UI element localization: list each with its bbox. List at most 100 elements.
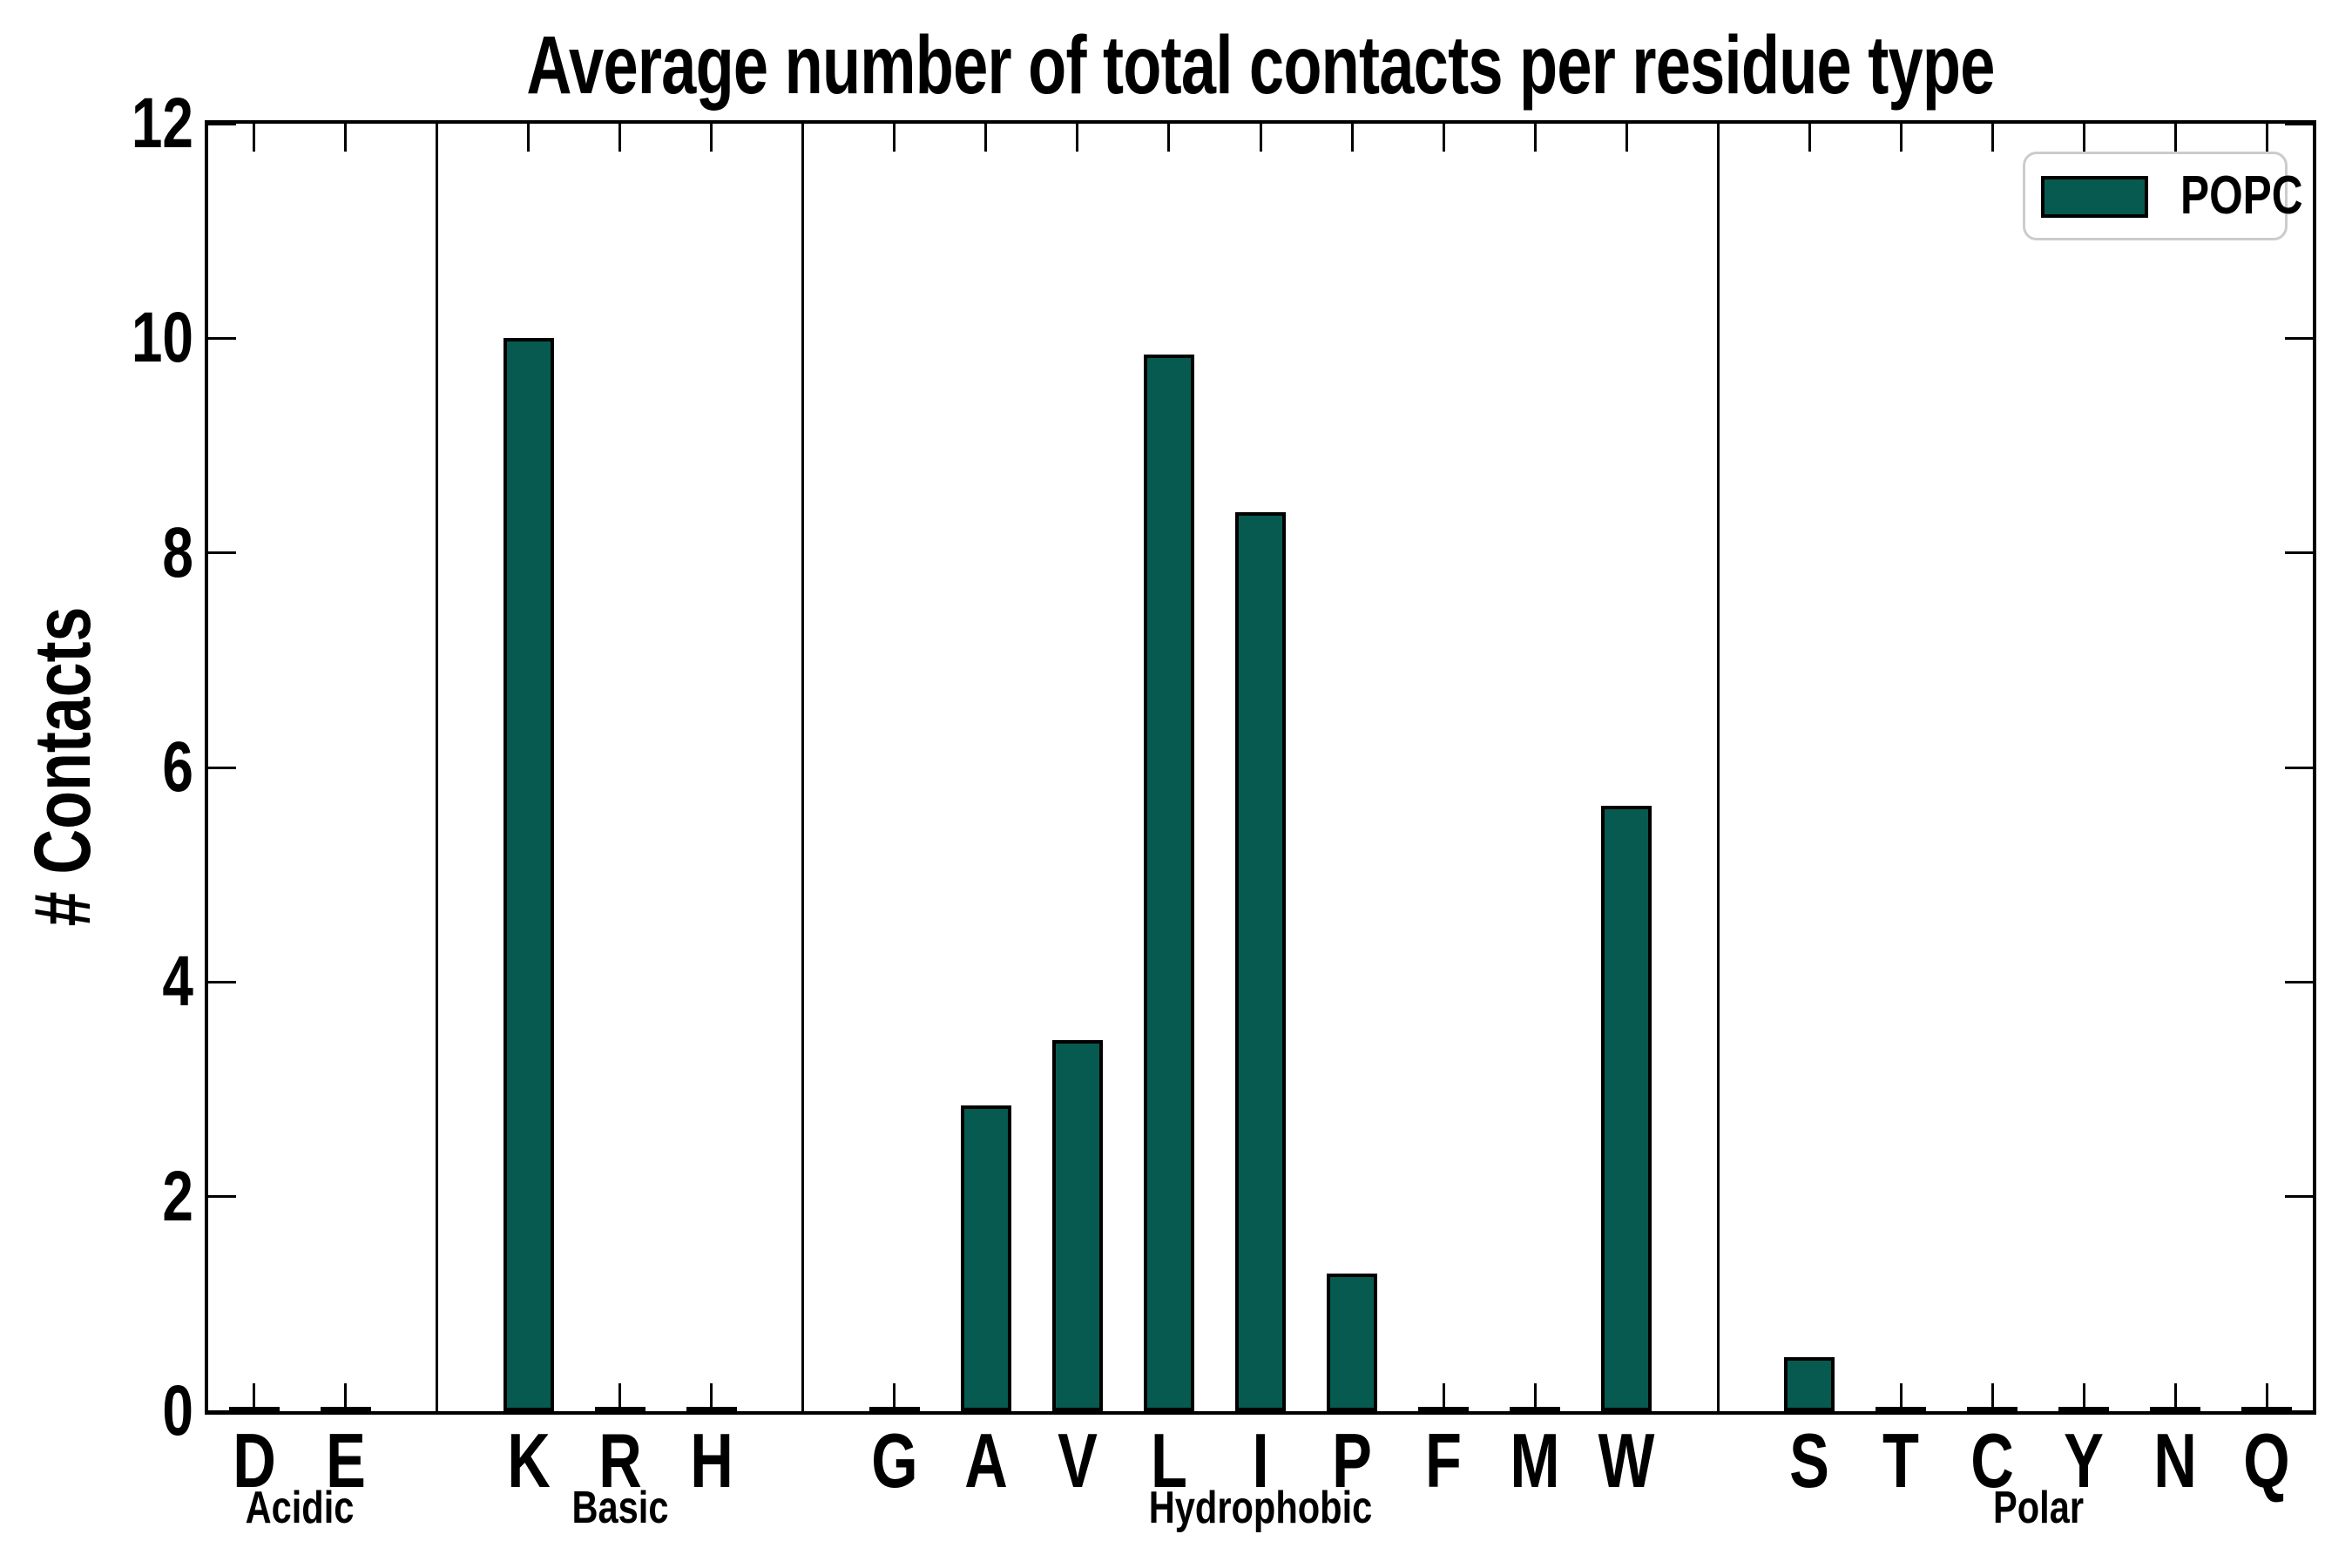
- legend-box: POPC: [2023, 152, 2303, 240]
- x-tick-V: [1076, 124, 1079, 152]
- y-tick-0: [208, 1409, 236, 1413]
- y-tick-10: [208, 336, 236, 340]
- bar-K: [503, 338, 554, 1411]
- x-tick-label-K: K: [506, 1417, 551, 1504]
- y-tick-label-8: 8: [162, 512, 193, 592]
- x-tick-H: [710, 1383, 713, 1411]
- x-tick-I: [1259, 124, 1262, 152]
- x-tick-label-N: N: [2153, 1417, 2198, 1504]
- x-tick-R: [618, 1383, 622, 1411]
- y-tick-4: [2285, 980, 2313, 983]
- group-separator: [436, 124, 439, 1411]
- x-tick-label-M: M: [1510, 1417, 1560, 1504]
- y-tick-12: [2285, 122, 2313, 125]
- x-tick-M: [1533, 124, 1537, 152]
- chart-title: Average number of total contacts per res…: [526, 19, 1995, 112]
- x-tick-label-E: E: [325, 1417, 366, 1504]
- x-tick-label-I: I: [1252, 1417, 1269, 1504]
- x-tick-G: [893, 1383, 896, 1411]
- legend-swatch-popc: [2041, 176, 2148, 218]
- x-tick-H: [710, 124, 713, 152]
- y-tick-label-6: 6: [162, 727, 193, 807]
- x-tick-label-H: H: [689, 1417, 733, 1504]
- y-tick-4: [208, 980, 236, 983]
- group-label-basic: Basic: [571, 1483, 669, 1533]
- x-tick-K: [527, 124, 531, 152]
- y-tick-8: [208, 551, 236, 555]
- bar-Q: [2241, 1407, 2293, 1411]
- bar-E: [320, 1407, 371, 1411]
- group-label-hydrophobic: Hydrophobic: [1148, 1483, 1373, 1533]
- x-tick-Q: [2265, 1383, 2268, 1411]
- x-tick-F: [1442, 1383, 1445, 1411]
- x-tick-label-C: C: [1970, 1417, 2015, 1504]
- group-label-polar: Polar: [1992, 1483, 2084, 1533]
- x-tick-N: [2173, 124, 2177, 152]
- x-tick-T: [1899, 1383, 1903, 1411]
- bar-M: [1510, 1407, 1561, 1411]
- y-tick-12: [208, 122, 236, 125]
- x-tick-D: [253, 124, 256, 152]
- x-tick-L: [1167, 124, 1171, 152]
- x-tick-Q: [2265, 124, 2268, 152]
- bar-F: [1418, 1407, 1470, 1411]
- bar-R: [594, 1407, 645, 1411]
- group-separator: [801, 124, 805, 1411]
- x-tick-label-W: W: [1598, 1417, 1655, 1504]
- x-tick-label-G: G: [871, 1417, 918, 1504]
- bar-H: [686, 1407, 737, 1411]
- bar-Y: [2058, 1407, 2110, 1411]
- x-tick-label-T: T: [1882, 1417, 1920, 1504]
- y-tick-label-10: 10: [131, 298, 193, 378]
- x-tick-S: [1808, 124, 1811, 152]
- x-tick-D: [253, 1383, 256, 1411]
- y-tick-6: [208, 766, 236, 769]
- x-tick-E: [344, 1383, 348, 1411]
- x-tick-C: [1990, 1383, 1994, 1411]
- x-tick-N: [2173, 1383, 2177, 1411]
- x-tick-label-A: A: [964, 1417, 1008, 1504]
- x-tick-label-L: L: [1150, 1417, 1187, 1504]
- y-tick-8: [2285, 551, 2313, 555]
- x-tick-A: [984, 124, 988, 152]
- bar-I: [1235, 512, 1286, 1411]
- y-tick-2: [208, 1195, 236, 1199]
- group-separator: [1716, 124, 1720, 1411]
- y-tick-label-12: 12: [131, 84, 193, 163]
- x-tick-label-Y: Y: [2064, 1417, 2105, 1504]
- x-tick-Y: [2082, 1383, 2085, 1411]
- x-tick-Y: [2082, 124, 2085, 152]
- bar-A: [960, 1105, 1011, 1411]
- group-label-acidic: Acidic: [245, 1483, 355, 1533]
- x-tick-label-R: R: [598, 1417, 642, 1504]
- x-tick-W: [1625, 124, 1628, 152]
- bar-D: [228, 1407, 280, 1411]
- bar-N: [2150, 1407, 2201, 1411]
- x-tick-label-S: S: [1789, 1417, 1830, 1504]
- y-tick-label-4: 4: [162, 942, 193, 1022]
- bar-V: [1051, 1040, 1103, 1411]
- x-tick-R: [618, 124, 622, 152]
- bar-G: [868, 1407, 920, 1411]
- legend-label-popc: POPC: [2180, 166, 2303, 226]
- x-tick-F: [1442, 124, 1445, 152]
- plot-area: [205, 120, 2316, 1415]
- x-tick-P: [1350, 124, 1354, 152]
- y-tick-0: [2285, 1409, 2313, 1413]
- bar-T: [1876, 1407, 1927, 1411]
- y-tick-10: [2285, 336, 2313, 340]
- bar-S: [1784, 1357, 1835, 1411]
- bar-L: [1143, 355, 1194, 1411]
- x-tick-T: [1899, 124, 1903, 152]
- x-tick-label-V: V: [1058, 1417, 1098, 1504]
- x-tick-G: [893, 124, 896, 152]
- bar-C: [1967, 1407, 2018, 1411]
- x-tick-label-P: P: [1332, 1417, 1372, 1504]
- x-tick-label-Q: Q: [2243, 1417, 2291, 1504]
- y-tick-6: [2285, 766, 2313, 769]
- y-tick-label-2: 2: [162, 1156, 193, 1236]
- x-tick-M: [1533, 1383, 1537, 1411]
- x-tick-C: [1990, 124, 1994, 152]
- y-tick-2: [2285, 1195, 2313, 1199]
